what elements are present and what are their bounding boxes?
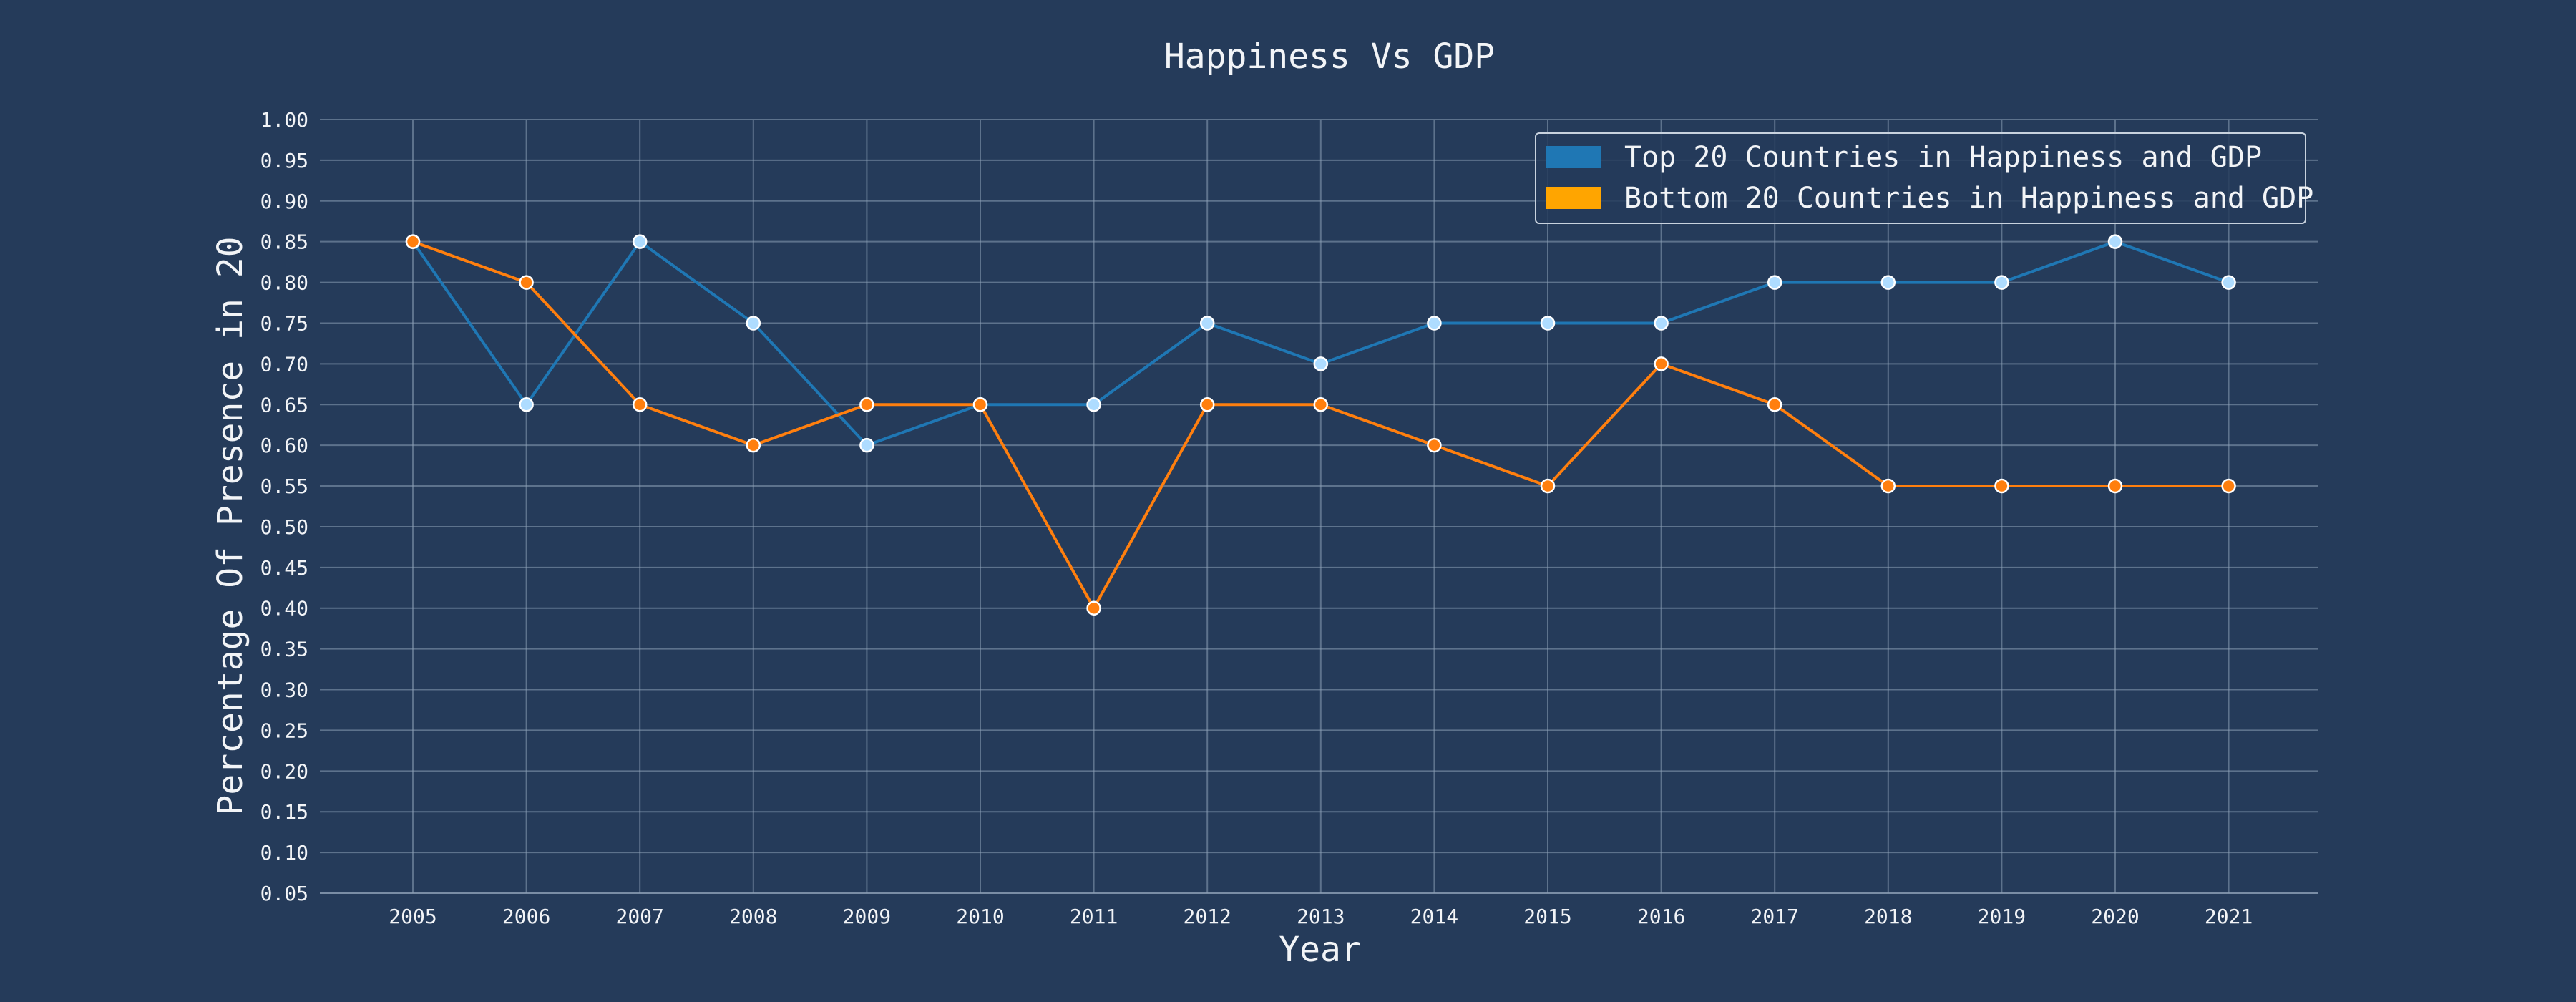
data-point-top-20 (1994, 275, 2009, 290)
axes: 0.05 0.10 0.15 0.20 0.25 0.30 0.35 0.40 0.45 0.50… (260, 108, 2318, 928)
y-tick-label: 0.20 (260, 759, 308, 783)
data-point-top-20 (1540, 316, 1556, 331)
y-tick-label: 0.35 (260, 638, 308, 661)
y-tick-label: 0.40 (260, 597, 308, 621)
data-point-top-20 (1880, 275, 1896, 290)
x-tick-label: 2011 (1070, 905, 1118, 928)
chart-title: Happiness Vs GDP (1164, 37, 1495, 77)
data-point-top-20 (859, 437, 874, 453)
x-tick-label: 2020 (2091, 905, 2139, 928)
data-point-bottom-20 (1880, 478, 1896, 494)
data-point-bottom-20 (519, 275, 534, 290)
legend-swatch (1546, 187, 1601, 209)
data-point-bottom-20 (1540, 478, 1556, 494)
x-tick-label: 2018 (1864, 905, 1912, 928)
x-tick-label: 2012 (1183, 905, 1231, 928)
data-point-bottom-20 (1313, 397, 1329, 412)
y-tick-label: 0.90 (260, 190, 308, 213)
y-tick-label: 0.95 (260, 149, 308, 172)
data-point-bottom-20 (2107, 478, 2123, 494)
y-tick-label: 0.50 (260, 515, 308, 539)
data-point-top-20 (2107, 234, 2123, 249)
legend: Top 20 Countries in Happiness and GDP Bot… (1535, 132, 2313, 224)
data-point-bottom-20 (2221, 478, 2236, 494)
x-tick-label: 2006 (502, 905, 550, 928)
data-point-bottom-20 (1427, 437, 1442, 453)
x-tick-label: 2007 (615, 905, 663, 928)
y-tick-label: 0.75 (260, 311, 308, 335)
x-tick-label: 2005 (389, 905, 436, 928)
data-point-bottom-20 (1199, 397, 1215, 412)
data-point-bottom-20 (746, 437, 761, 453)
x-tick-label: 2019 (1978, 905, 2026, 928)
y-tick-label: 0.05 (260, 882, 308, 905)
legend-label: Top 20 Countries in Happiness and GDP (1624, 141, 2262, 174)
data-point-top-20 (1427, 316, 1442, 331)
data-point-top-20 (519, 397, 534, 412)
legend-box (1535, 132, 2306, 224)
x-axis-label: Year (1279, 930, 1362, 970)
y-tick-label: 1.00 (260, 108, 308, 132)
y-tick-label: 0.85 (260, 230, 308, 254)
data-point-top-20 (1767, 275, 1782, 290)
x-tick-label: 2010 (956, 905, 1004, 928)
x-tick-label: 2013 (1297, 905, 1345, 928)
data-point-top-20 (1199, 316, 1215, 331)
series-group (405, 234, 2236, 616)
y-tick-label: 0.55 (260, 475, 308, 498)
legend-label: Bottom 20 Countries in Happiness and GDP (1624, 182, 2313, 215)
y-axis-label: Percentage Of Presence in 20 (210, 236, 250, 815)
data-point-top-20 (2221, 275, 2236, 290)
y-tick-label: 0.80 (260, 271, 308, 295)
x-tick-label: 2016 (1637, 905, 1685, 928)
data-point-bottom-20 (1994, 478, 2009, 494)
data-point-top-20 (632, 234, 648, 249)
x-tick-label: 2017 (1750, 905, 1798, 928)
data-point-bottom-20 (972, 397, 988, 412)
y-tick-label: 0.70 (260, 352, 308, 376)
data-point-top-20 (746, 316, 761, 331)
legend-swatch (1546, 146, 1601, 168)
x-tick-label: 2021 (2205, 905, 2253, 928)
x-tick-label: 2009 (843, 905, 891, 928)
data-point-bottom-20 (1767, 397, 1782, 412)
y-tick-label: 0.10 (260, 841, 308, 865)
grid (320, 119, 2318, 894)
y-tick-label: 0.65 (260, 393, 308, 417)
data-point-bottom-20 (1654, 356, 1669, 371)
data-point-bottom-20 (632, 397, 648, 412)
x-tick-label: 2014 (1410, 905, 1458, 928)
x-tick-label: 2015 (1523, 905, 1571, 928)
data-point-bottom-20 (405, 234, 421, 249)
y-tick-label: 0.15 (260, 800, 308, 824)
y-tick-label: 0.30 (260, 678, 308, 702)
y-tick-label: 0.25 (260, 719, 308, 742)
data-point-top-20 (1313, 356, 1329, 371)
y-tick-label: 0.60 (260, 434, 308, 457)
data-point-bottom-20 (859, 397, 874, 412)
data-point-top-20 (1654, 316, 1669, 331)
data-point-bottom-20 (1086, 600, 1101, 616)
x-tick-label: 2008 (729, 905, 777, 928)
y-tick-label: 0.45 (260, 556, 308, 580)
data-point-top-20 (1086, 397, 1101, 412)
